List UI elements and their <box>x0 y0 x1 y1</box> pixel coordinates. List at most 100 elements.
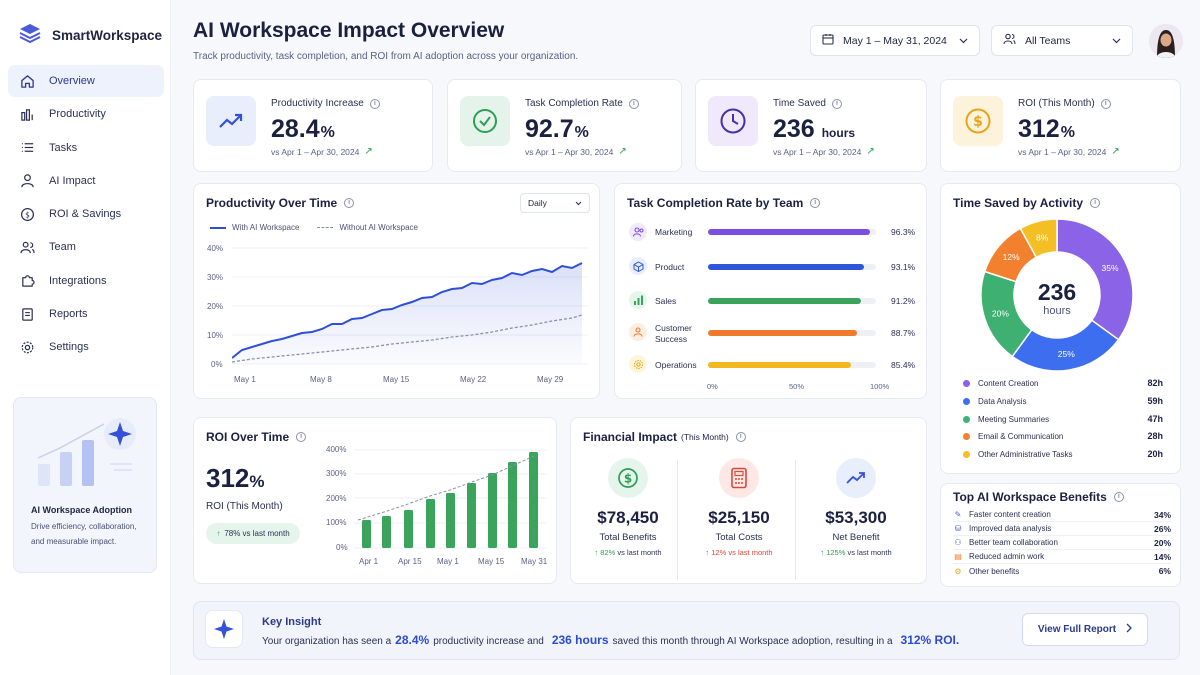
info-icon[interactable]: i <box>735 432 746 442</box>
info-icon[interactable]: i <box>369 98 380 109</box>
legend-value: 47h <box>1147 414 1163 424</box>
donut-slice <box>1019 218 1058 259</box>
info-icon[interactable]: i <box>1090 198 1101 208</box>
sidebar-nav: Overview Productivity Tasks AI Impact $ … <box>8 65 164 365</box>
kpi-compare: vs Apr 1 – Apr 30, 2024 ↗ <box>773 146 875 157</box>
kpi-compare-text: vs Apr 1 – Apr 30, 2024 <box>1018 146 1107 157</box>
financial-label: Total Costs <box>715 532 763 543</box>
legend-label: Without AI Workspace <box>339 223 418 232</box>
svg-text:$: $ <box>25 210 30 219</box>
x-tick-label: Apr 15 <box>398 557 422 566</box>
financial-change-note: vs last month <box>617 548 662 557</box>
team-label: Operations <box>655 360 697 370</box>
kpi-compare-text: vs Apr 1 – Apr 30, 2024 <box>525 146 614 157</box>
chevron-right-icon <box>1126 623 1132 636</box>
y-tick-label: 30% <box>207 273 224 282</box>
sidebar-item-roi-savings[interactable]: $ ROI & Savings <box>8 198 164 230</box>
puzzle-icon <box>19 273 35 289</box>
info-icon[interactable]: i <box>831 98 842 109</box>
brand[interactable]: SmartWorkspace <box>18 22 162 49</box>
divider <box>795 460 796 580</box>
info-icon[interactable]: i <box>296 432 307 442</box>
donut-center-value: 236 <box>1037 279 1077 305</box>
card-title-text: Productivity Over Time <box>206 196 338 210</box>
y-tick-label: 20% <box>207 302 224 311</box>
kpi-value-number: 236 <box>773 115 815 143</box>
trend-up-icon <box>206 96 256 146</box>
sidebar-item-settings[interactable]: Settings <box>8 331 164 363</box>
kpi-compare-text: vs Apr 1 – Apr 30, 2024 <box>773 146 862 157</box>
arrow-up-icon: ↑ <box>705 548 710 557</box>
info-icon[interactable]: i <box>1113 492 1124 502</box>
sidebar-item-ai-impact[interactable]: AI Impact <box>8 165 164 197</box>
kpi-label-text: Productivity Increase <box>271 98 364 109</box>
donut-slice <box>1056 218 1134 341</box>
insight-text-part: saved this month through AI Workspace ad… <box>612 636 893 647</box>
kpi-label: ROI (This Month) i <box>1018 98 1111 109</box>
legend-dot <box>963 397 970 405</box>
x-tick-label: May 22 <box>460 375 487 384</box>
sidebar-item-reports[interactable]: Reports <box>8 298 164 330</box>
sidebar-item-tasks[interactable]: Tasks <box>8 132 164 164</box>
series-line-with-ai <box>232 262 583 359</box>
sidebar-item-productivity[interactable]: Productivity <box>8 98 164 130</box>
team-pct: 96.3% <box>891 227 916 237</box>
card-title: ROI Over Time i <box>206 430 307 444</box>
list-icon <box>19 140 35 156</box>
users-icon: ⚇ <box>954 538 962 547</box>
team-filter-select[interactable]: All Teams <box>991 25 1133 56</box>
sidebar-item-overview[interactable]: Overview <box>8 65 164 97</box>
card-title: Task Completion Rate by Team i <box>627 196 821 210</box>
benefit-value: 14% <box>1153 551 1171 562</box>
x-tick-label: May 15 <box>383 375 410 384</box>
legend-value: 28h <box>1147 431 1163 441</box>
legend-item: Email & Communication 28h <box>963 429 1163 443</box>
top-benefits-card: Top AI Workspace Benefits i ✎ Faster conte… <box>940 483 1181 587</box>
info-icon[interactable]: i <box>1100 98 1111 109</box>
legend-label: Data Analysis <box>978 396 1027 406</box>
sidebar-item-label: Team <box>49 241 76 254</box>
info-icon[interactable]: i <box>628 98 639 109</box>
kpi-label: Time Saved i <box>773 98 842 109</box>
view-full-report-button[interactable]: View Full Report <box>1022 613 1148 646</box>
user-avatar[interactable] <box>1149 24 1183 58</box>
team-bar-track <box>708 264 876 270</box>
arrow-up-right-icon: ↗ <box>866 146 875 157</box>
promo-description: Drive efficiency, collaboration, and mea… <box>31 522 137 546</box>
page-subtitle: Track productivity, task completion, and… <box>193 51 579 62</box>
y-tick-label: 10% <box>207 331 224 340</box>
date-range-select[interactable]: May 1 – May 31, 2024 <box>810 25 980 56</box>
info-icon[interactable]: i <box>344 198 355 208</box>
donut-slice-label: 25% <box>1058 349 1075 359</box>
granularity-select[interactable]: Daily <box>520 193 590 213</box>
sidebar-item-label: Settings <box>49 341 89 354</box>
legend-label: Email & Communication <box>978 431 1064 441</box>
card-title: Productivity Over Time i <box>206 196 355 210</box>
calendar-icon <box>822 33 834 48</box>
kpi-card-roi: $ ROI (This Month) i 312% vs Apr 1 – Apr … <box>940 79 1181 172</box>
financial-change-note: vs last month <box>728 548 773 557</box>
roi-value-unit: % <box>249 472 265 491</box>
y-tick-label: 100% <box>326 518 347 527</box>
kpi-compare: vs Apr 1 – Apr 30, 2024 ↗ <box>271 146 373 157</box>
card-title-text: Financial Impact <box>583 430 678 444</box>
legend-line-dashed <box>317 227 334 228</box>
svg-text:$: $ <box>973 114 983 130</box>
roi-bar-chart <box>354 449 546 549</box>
financial-value: $78,450 <box>597 508 659 527</box>
sidebar-item-integrations[interactable]: Integrations <box>8 265 164 297</box>
financial-net-benefit: $53,300 Net Benefit ↑ 125% vs last month <box>801 458 911 584</box>
sidebar-item-label: Tasks <box>49 141 78 154</box>
x-tick-label: May 1 <box>437 557 459 566</box>
sidebar-item-team[interactable]: Team <box>8 231 164 263</box>
x-tick-label: 0% <box>707 382 718 391</box>
info-icon[interactable]: i <box>810 198 821 208</box>
user-icon <box>19 173 35 189</box>
benefit-item: ✎ Faster content creation 34% <box>953 508 1171 522</box>
benefit-label: Other benefits <box>969 566 1020 576</box>
task-completion-by-team-card: Task Completion Rate by Team i Marketing … <box>614 183 927 399</box>
benefit-value: 20% <box>1153 537 1171 548</box>
insight-highlight: 236 hours <box>551 633 609 647</box>
key-insight-banner: Key Insight Your organization has seen a… <box>193 601 1180 660</box>
roi-trend-line <box>357 455 535 521</box>
